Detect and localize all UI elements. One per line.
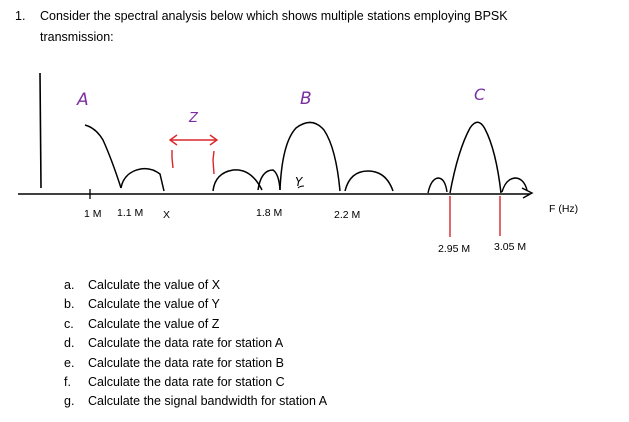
part-text: Calculate the value of X [88,278,221,292]
spectrum-diagram: A Z B Y C 1 M 1.1 M X 1.8 M 2.2 M 2.95 M… [18,72,578,255]
tick-label-x: X [163,209,170,221]
tick-label-2-95m: 2.95 M [438,243,470,255]
part-text: Calculate the data rate for station C [88,375,285,390]
part-text: Calculate the value of Y [88,297,220,312]
label-z: Z [188,111,199,126]
part-letter: b. [64,297,75,312]
part-text: Calculate the signal bandwidth for stati… [88,394,328,409]
list-item: g. Calculate the signal bandwidth for sta… [64,392,327,411]
station-a-side-lobe-1 [120,167,165,192]
station-b-side-lobe-left-2 [257,169,281,191]
list-item: f. Calculate the data rate for station C [64,373,327,392]
list-item: e. Calculate the data rate for station B [64,354,327,373]
tick-label-3-05m: 3.05 M [494,241,526,253]
station-b-main-lobe [279,121,341,192]
question-number: 1. [15,9,26,23]
question-text-line-2: transmission: [40,30,114,44]
part-letter: c. [64,316,74,331]
station-b-side-lobe-left-1 [212,169,263,192]
tick-label-2-2m: 2.2 M [334,209,360,221]
tick-label-1-8m: 1.8 M [256,207,282,219]
list-item: d. Calculate the data rate for station A [64,334,327,353]
y-pointer [297,185,305,189]
part-text: Calculate the data rate for station A [88,336,284,351]
station-c-main-lobe [449,121,502,194]
label-station-a: A [76,90,89,110]
part-text: Calculate the value of Z [88,316,220,331]
z-gap-arrowhead-left [168,134,178,146]
tick-label-1m: 1 M [84,208,102,220]
part-letter: g. [64,394,75,409]
station-b-side-lobe-right [344,170,394,192]
part-letter: a. [64,278,75,292]
amplitude-axis [39,72,42,189]
part-letter: d. [64,336,75,351]
station-a-main-lobe [84,124,122,189]
question-parts-list: a. Calculate the value of X b. Calculate t… [64,276,327,412]
z-gap-right-marker [212,150,215,175]
z-gap-arrowhead-right [209,134,219,146]
station-c-side-lobe-right [501,177,528,193]
frequency-axis-arrowhead [521,187,534,199]
list-item: b. Calculate the value of Y [64,295,327,314]
z-gap-left-marker [171,150,174,169]
list-item: c. Calculate the value of Z [64,315,327,334]
list-item: a. Calculate the value of X [64,276,327,295]
part-letter: f. [64,375,71,390]
part-letter: e. [64,355,75,370]
station-c-side-lobe-left [427,177,448,194]
question-text-line-1: Consider the spectral analysis below whi… [40,9,508,23]
part-text: Calculate the data rate for station B [88,355,284,370]
label-y: Y [295,175,304,189]
tick-label-1-1m: 1.1 M [117,207,143,219]
frequency-axis-label: F (Hz) [549,203,578,215]
label-station-b: B [300,89,312,109]
label-station-c: C [474,85,486,104]
